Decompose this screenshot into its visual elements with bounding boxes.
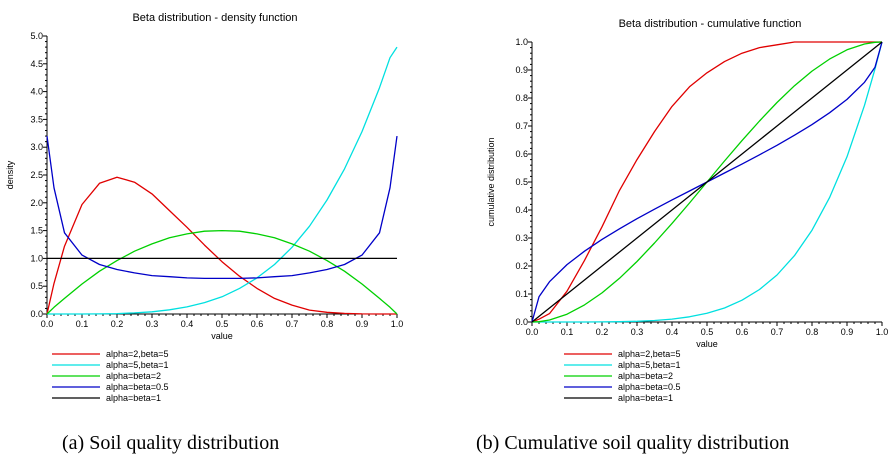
x-tick-label: 0.5	[701, 327, 714, 337]
x-tick-label: 0.5	[216, 319, 229, 329]
x-tick-label: 0.4	[666, 327, 679, 337]
x-tick-label: 0.1	[76, 319, 89, 329]
x-tick-label: 0.9	[841, 327, 854, 337]
x-tick-label: 0.2	[596, 327, 609, 337]
x-tick-label: 0.4	[181, 319, 194, 329]
chart-title: Beta distribution - cumulative function	[619, 18, 802, 30]
y-tick-label: 1.0	[30, 253, 43, 263]
chart-title: Beta distribution - density function	[132, 12, 297, 24]
x-tick-label: 0.9	[356, 319, 369, 329]
x-tick-label: 0.1	[561, 327, 574, 337]
x-tick-label: 0.6	[251, 319, 264, 329]
legend-label: alpha=beta=2	[106, 371, 161, 381]
legend-label: alpha=beta=0.5	[618, 382, 681, 392]
x-tick-label: 0.7	[771, 327, 784, 337]
y-tick-label: 4.5	[30, 59, 43, 69]
y-tick-label: 0.6	[515, 149, 528, 159]
y-tick-label: 3.0	[30, 142, 43, 152]
series-line-1	[46, 176, 397, 315]
legend-label: alpha=5,beta=1	[106, 360, 169, 370]
series-line-2	[47, 46, 398, 315]
series-line-1	[531, 41, 882, 323]
y-tick-label: 0.9	[515, 65, 528, 75]
y-tick-label: 0.1	[515, 289, 528, 299]
series-line-3	[46, 229, 398, 315]
legend-label: alpha=5,beta=1	[618, 360, 681, 370]
legend-label: alpha=beta=2	[618, 371, 673, 381]
y-tick-label: 0.0	[30, 309, 43, 319]
y-tick-label: 2.0	[30, 198, 43, 208]
cumulative-chart: Beta distribution - cumulative function 0…	[486, 18, 889, 403]
x-tick-label: 1.0	[391, 319, 404, 329]
x-tick-label: 0.8	[806, 327, 819, 337]
x-axis-label: value	[696, 339, 718, 349]
y-tick-label: 0.7	[515, 121, 528, 131]
y-tick-label: 0.0	[515, 317, 528, 327]
y-tick-label: 0.5	[515, 177, 528, 187]
legend-label: alpha=beta=0.5	[106, 382, 169, 392]
y-tick-label: 1.5	[30, 226, 43, 236]
y-tick-label: 0.4	[515, 205, 528, 215]
caption-a: (a) Soil quality distribution	[62, 432, 280, 454]
x-tick-label: 0.7	[286, 319, 299, 329]
legend-label: alpha=beta=1	[106, 393, 161, 403]
x-tick-label: 0.3	[146, 319, 159, 329]
y-tick-label: 0.5	[30, 281, 43, 291]
y-tick-label: 0.3	[515, 233, 528, 243]
series-line-5	[531, 41, 883, 323]
x-tick-label: 0.2	[111, 319, 124, 329]
y-tick-label: 0.2	[515, 261, 528, 271]
x-tick-label: 1.0	[876, 327, 889, 337]
x-tick-label: 0.3	[631, 327, 644, 337]
legend-label: alpha=2,beta=5	[106, 349, 169, 359]
y-axis-label: cumulative distribution	[486, 137, 496, 226]
x-tick-label: 0.8	[321, 319, 334, 329]
legend-label: alpha=beta=1	[618, 393, 673, 403]
y-tick-label: 3.5	[30, 114, 43, 124]
series-line-2	[532, 41, 883, 323]
x-tick-label: 0.0	[526, 327, 539, 337]
x-axis-label: value	[211, 331, 233, 341]
y-axis-label: density	[5, 160, 15, 189]
legend-label: alpha=2,beta=5	[618, 349, 681, 359]
y-tick-label: 4.0	[30, 87, 43, 97]
y-tick-label: 2.5	[30, 170, 43, 180]
caption-b: (b) Cumulative soil quality distribution	[476, 432, 790, 454]
y-tick-label: 5.0	[30, 31, 43, 41]
x-tick-label: 0.0	[41, 319, 54, 329]
series-line-4	[46, 136, 398, 280]
y-tick-label: 0.8	[515, 93, 528, 103]
x-tick-label: 0.6	[736, 327, 749, 337]
y-tick-label: 1.0	[515, 37, 528, 47]
